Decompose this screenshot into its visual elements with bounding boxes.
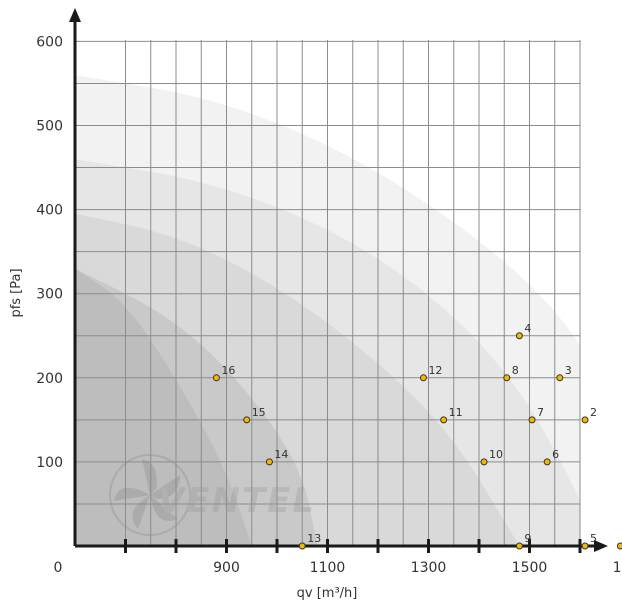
x-tick-label: 1500 [512, 560, 548, 576]
data-point-13 [298, 542, 306, 550]
data-points: 12345678910111213141516 [212, 322, 622, 550]
data-label-12: 12 [428, 364, 442, 377]
performance-regions [75, 75, 580, 546]
data-point-4 [515, 332, 523, 340]
data-label-7: 7 [537, 406, 544, 419]
data-label-4: 4 [524, 322, 531, 335]
data-point-2 [581, 416, 589, 424]
data-label-13: 13 [307, 532, 321, 545]
tick-labels: 0 900 1100 1300 1500 1700 100 200 300 400 500 600 [36, 34, 622, 576]
fan-icon [109, 454, 191, 536]
data-label-9: 9 [524, 532, 531, 545]
data-label-6: 6 [552, 448, 559, 461]
data-label-14: 14 [274, 448, 288, 461]
data-point-6 [543, 458, 551, 466]
y-axis-title: pfs [Pa] [9, 268, 24, 317]
data-label-5: 5 [590, 532, 597, 545]
data-point-8 [503, 374, 511, 382]
y-tick-label: 400 [36, 203, 63, 219]
data-point-1 [616, 542, 622, 550]
y-tick-label: 100 [36, 455, 63, 471]
y-tick-label: 200 [36, 371, 63, 387]
x-axis-title: qv [m³/h] [297, 586, 358, 601]
data-point-10 [480, 458, 488, 466]
data-point-14 [265, 458, 273, 466]
y-tick-label: 600 [36, 34, 63, 50]
y-tick-label: 300 [36, 287, 63, 303]
x-tick-label: 1100 [310, 560, 346, 576]
watermark: VENTEL [109, 454, 316, 536]
x-axis-arrow [594, 540, 608, 552]
data-point-7 [528, 416, 536, 424]
data-point-16 [212, 374, 220, 382]
grid [75, 40, 581, 546]
axes [69, 8, 608, 553]
data-point-9 [515, 542, 523, 550]
data-point-5 [581, 542, 589, 550]
watermark-logo-text: VENTEL [158, 481, 316, 521]
x-tick-label: 0 [54, 560, 63, 576]
x-tick-label: 1300 [411, 560, 447, 576]
data-point-15 [243, 416, 251, 424]
data-label-16: 16 [221, 364, 235, 377]
data-label-15: 15 [252, 406, 266, 419]
y-tick-label: 500 [36, 119, 63, 135]
y-axis-arrow [69, 8, 81, 22]
data-point-11 [440, 416, 448, 424]
data-label-8: 8 [512, 364, 519, 377]
data-label-3: 3 [565, 364, 572, 377]
data-label-11: 11 [449, 406, 463, 419]
data-point-3 [556, 374, 564, 382]
x-tick-label: 1700 [613, 560, 622, 576]
data-label-2: 2 [590, 406, 597, 419]
x-tick-label: 900 [213, 560, 240, 576]
data-label-10: 10 [489, 448, 503, 461]
data-point-12 [419, 374, 427, 382]
region-5 [75, 268, 252, 546]
